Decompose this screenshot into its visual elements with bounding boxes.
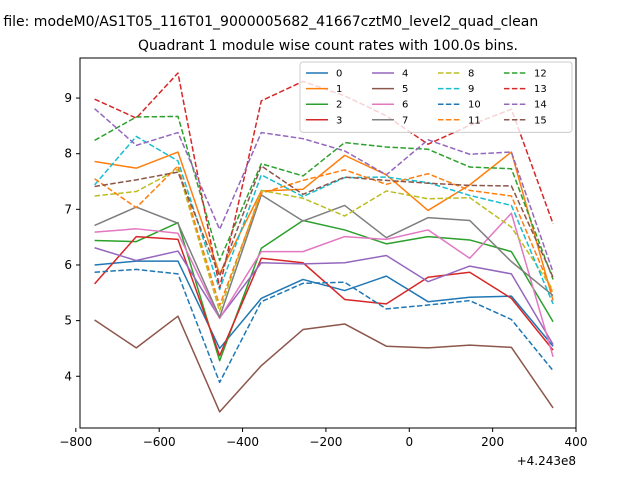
series-line-9 (94, 135, 554, 305)
series-line-1 (94, 151, 554, 301)
series-line-14 (94, 108, 554, 273)
legend-label-11: 11 (468, 115, 481, 126)
legend-label-7: 7 (402, 115, 408, 126)
series-line-0 (94, 260, 554, 350)
x-tick-label: 0 (405, 435, 413, 449)
legend-label-14: 14 (534, 100, 547, 111)
y-tick-label: 7 (64, 202, 72, 216)
chart-title: Quadrant 1 module wise count rates with … (138, 38, 518, 54)
y-tick-label: 6 (64, 258, 72, 272)
legend-label-12: 12 (534, 69, 547, 80)
legend-frame (299, 61, 573, 133)
series-line-5 (94, 315, 554, 413)
x-axis: −800 −600 −400 −200 0 200 400 (59, 428, 587, 449)
series-line-10 (94, 268, 554, 384)
y-axis: 4 5 6 7 8 9 (64, 91, 80, 383)
y-tick-label: 8 (64, 147, 72, 161)
x-tick-label: −600 (143, 435, 176, 449)
legend-label-6: 6 (402, 100, 408, 111)
x-tick-label: −200 (309, 435, 342, 449)
legend-label-10: 10 (468, 100, 481, 111)
x-offset-label: +4.243e8 (517, 454, 576, 468)
series-line-11 (94, 165, 554, 307)
series-line-6 (94, 212, 554, 357)
legend-label-8: 8 (468, 69, 474, 80)
y-tick-label: 9 (64, 91, 72, 105)
legend-label-15: 15 (534, 115, 547, 126)
x-tick-label: 400 (565, 435, 588, 449)
series-layer (94, 72, 554, 413)
x-tick-label: −800 (59, 435, 92, 449)
legend-label-13: 13 (534, 84, 547, 95)
legend-label-9: 9 (468, 84, 474, 95)
series-line-15 (94, 165, 554, 278)
series-line-4 (94, 247, 554, 345)
legend-label-4: 4 (402, 69, 408, 80)
plot-frame (79, 57, 577, 429)
series-line-3 (94, 235, 554, 357)
legend-label-3: 3 (336, 115, 342, 126)
series-line-2 (94, 219, 554, 362)
x-tick-label: −400 (226, 435, 259, 449)
y-tick-label: 5 (64, 314, 72, 328)
x-tick-label: 200 (481, 435, 504, 449)
legend-label-5: 5 (402, 84, 408, 95)
legend-label-2: 2 (336, 100, 342, 111)
legend-label-1: 1 (336, 84, 342, 95)
y-tick-label: 4 (64, 369, 72, 383)
series-line-7 (94, 194, 554, 319)
series-line-12 (94, 115, 554, 280)
chart-suptitle: n file: modeM0/AS1T05_116T01_9000005682_… (0, 14, 538, 30)
legend-label-0: 0 (336, 69, 342, 80)
